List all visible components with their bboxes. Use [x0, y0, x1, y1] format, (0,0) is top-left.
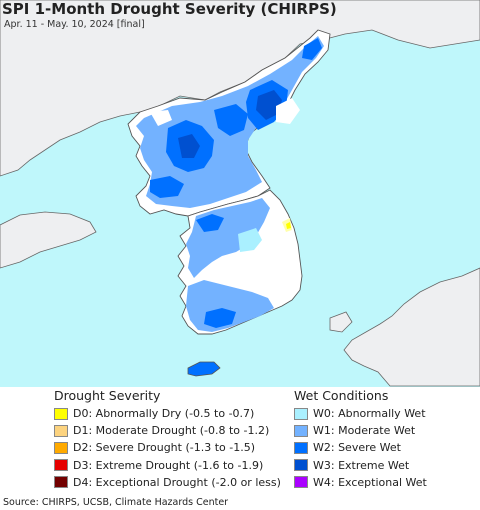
- map-subtitle: Apr. 11 - May. 10, 2024 [final]: [4, 19, 145, 30]
- w3-swatch: [294, 459, 308, 472]
- d2-swatch: [54, 441, 68, 454]
- legend-item-d2: D2: Severe Drought (-1.3 to -1.5): [54, 439, 281, 456]
- drought-map: [0, 0, 480, 387]
- drought-legend-title: Drought Severity: [54, 388, 161, 403]
- legend-item-w3: W3: Extreme Wet: [294, 457, 427, 474]
- legend-item-w1: W1: Moderate Wet: [294, 422, 427, 439]
- d1-label: D1: Moderate Drought (-0.8 to -1.2): [73, 424, 270, 438]
- d2-label: D2: Severe Drought (-1.3 to -1.5): [73, 441, 256, 455]
- shandong-peninsula: [0, 211, 97, 269]
- drought-legend: Drought Severity D0: Abnormally Dry (-0.…: [54, 388, 281, 491]
- map-title: SPI 1-Month Drought Severity (CHIRPS): [2, 0, 337, 18]
- legend-item-w0: W0: Abnormally Wet: [294, 405, 427, 422]
- w2-label: W2: Severe Wet: [313, 441, 401, 455]
- w4-swatch: [294, 476, 308, 489]
- w4-label: W4: Exceptional Wet: [313, 475, 427, 489]
- w2-swatch: [294, 441, 308, 454]
- source-credit: Source: CHIRPS, UCSB, Climate Hazards Ce…: [3, 497, 229, 508]
- wet-legend: Wet Conditions W0: Abnormally Wet W1: Mo…: [294, 388, 427, 491]
- legend-item-w4: W4: Exceptional Wet: [294, 474, 427, 491]
- legend-item-w2: W2: Severe Wet: [294, 439, 427, 456]
- jeju-island: [187, 361, 221, 377]
- w1-swatch: [294, 424, 308, 437]
- d4-label: D4: Exceptional Drought (-2.0 or less): [73, 475, 281, 489]
- d3-label: D3: Extreme Drought (-1.6 to -1.9): [73, 458, 264, 472]
- d0-swatch: [54, 407, 68, 420]
- legend-item-d1: D1: Moderate Drought (-0.8 to -1.2): [54, 422, 281, 439]
- japan: [343, 267, 480, 387]
- south-korea-wet-areas: [186, 198, 292, 332]
- legend-item-d0: D0: Abnormally Dry (-0.5 to -0.7): [54, 405, 281, 422]
- japan-island: [329, 311, 353, 333]
- d1-swatch: [54, 424, 68, 437]
- legend-item-d3: D3: Extreme Drought (-1.6 to -1.9): [54, 457, 281, 474]
- w0-label: W0: Abnormally Wet: [313, 407, 426, 421]
- north-korea-wet-areas: [136, 36, 324, 208]
- wet-legend-title: Wet Conditions: [294, 388, 389, 403]
- legend-item-d4: D4: Exceptional Drought (-2.0 or less): [54, 474, 281, 491]
- w1-label: W1: Moderate Wet: [313, 424, 416, 438]
- d4-swatch: [54, 476, 68, 489]
- d0-label: D0: Abnormally Dry (-0.5 to -0.7): [73, 407, 255, 421]
- w3-label: W3: Extreme Wet: [313, 458, 410, 472]
- d3-swatch: [54, 459, 68, 472]
- w0-swatch: [294, 407, 308, 420]
